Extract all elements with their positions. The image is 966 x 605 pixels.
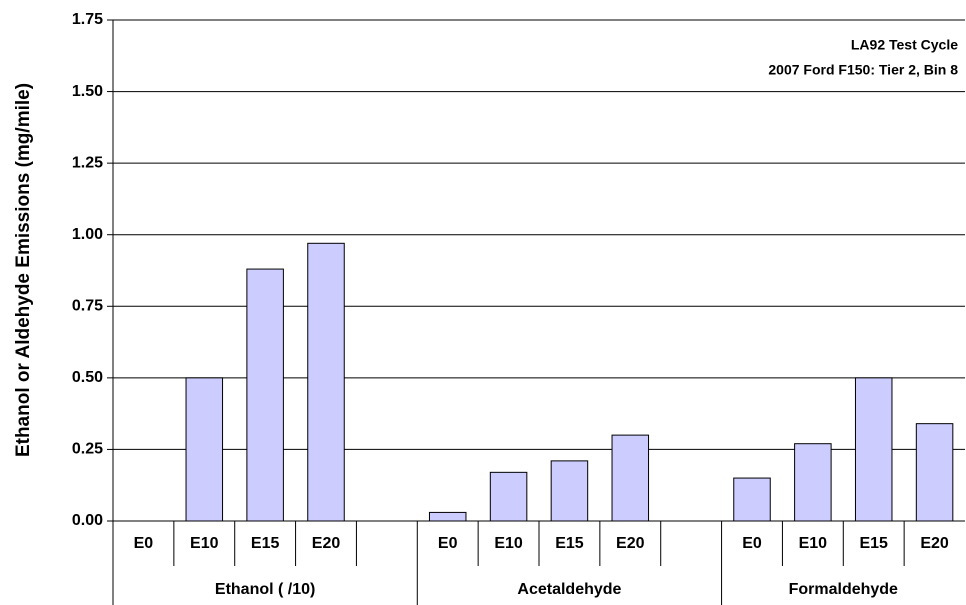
y-tick-label: 1.00 bbox=[72, 226, 103, 243]
y-tick-label: 0.50 bbox=[72, 369, 103, 386]
x-tick-label: E0 bbox=[438, 535, 458, 552]
x-tick-label: E15 bbox=[251, 535, 280, 552]
x-tick-label: E0 bbox=[742, 535, 762, 552]
bar bbox=[854, 377, 893, 522]
bar bbox=[307, 242, 345, 522]
bar bbox=[246, 268, 284, 522]
group-label: Ethanol ( /10) bbox=[215, 581, 315, 598]
x-tick-label: E10 bbox=[190, 535, 219, 552]
annotation: LA92 Test Cycle bbox=[851, 37, 958, 53]
bar bbox=[915, 423, 954, 522]
group-label: Acetaldehyde bbox=[517, 581, 621, 598]
bar bbox=[611, 434, 650, 522]
y-tick-label: 1.75 bbox=[72, 11, 103, 28]
y-tick-label: 1.50 bbox=[72, 83, 103, 100]
annotation: 2007 Ford F150: Tier 2, Bin 8 bbox=[768, 62, 958, 78]
y-tick-label: 0.75 bbox=[72, 298, 103, 315]
y-tick-label: 1.25 bbox=[72, 154, 103, 171]
x-tick-label: E10 bbox=[799, 535, 828, 552]
bar bbox=[550, 460, 589, 522]
x-tick-label: E20 bbox=[920, 535, 949, 552]
bar bbox=[489, 471, 528, 522]
y-tick-label: 0.25 bbox=[72, 441, 103, 458]
bar bbox=[733, 477, 771, 522]
bar bbox=[428, 511, 467, 522]
x-tick-label: E15 bbox=[555, 535, 584, 552]
x-tick-label: E0 bbox=[134, 535, 154, 552]
y-tick-label: 0.00 bbox=[72, 512, 103, 529]
group-label: Formaldehyde bbox=[789, 581, 898, 598]
x-tick-label: E15 bbox=[859, 535, 888, 552]
x-tick-label: E20 bbox=[312, 535, 341, 552]
x-tick-label: E20 bbox=[616, 535, 645, 552]
bar bbox=[185, 377, 224, 522]
y-axis-label: Ethanol or Aldehyde Emissions (mg/mile) bbox=[13, 83, 34, 457]
x-tick-label: E10 bbox=[494, 535, 523, 552]
bar bbox=[794, 443, 832, 522]
